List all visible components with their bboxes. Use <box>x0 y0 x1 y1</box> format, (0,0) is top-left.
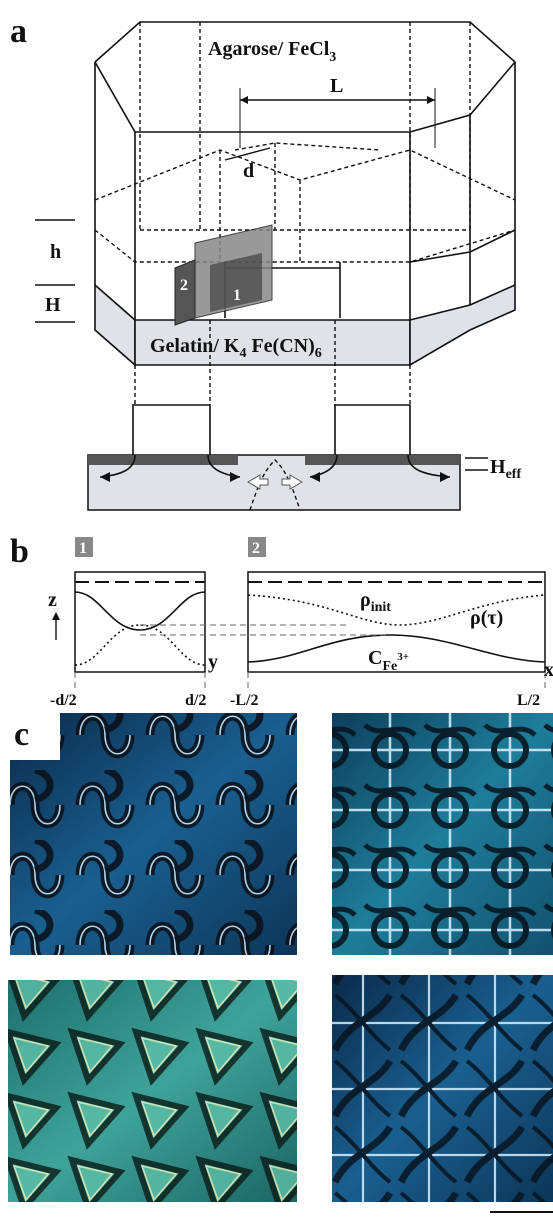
subscript: 6 <box>315 346 322 361</box>
medium-text: Gelatin/ K <box>150 335 240 357</box>
micrograph <box>10 713 297 955</box>
tick-label: -d/2 <box>50 692 77 709</box>
c: C <box>368 647 382 669</box>
heff-text: H <box>490 456 506 478</box>
subscript: 3 <box>329 50 336 65</box>
heff-ticks <box>465 458 488 470</box>
micrograph <box>332 713 553 955</box>
subscript: Fe <box>382 659 397 674</box>
dimension-L: L <box>330 75 343 97</box>
heff-label: Heff <box>490 456 521 482</box>
micrograph <box>8 980 297 1202</box>
subscript: eff <box>506 467 522 482</box>
medium-text: Agarose/ FeCl <box>208 38 330 60</box>
page: {"panel_a":{"label":"a","top_medium":{"t… <box>0 0 553 1217</box>
dimension-h: h <box>50 241 61 263</box>
prism-edges <box>95 22 515 320</box>
tick-label: -L/2 <box>230 692 258 709</box>
plane-label: 2 <box>180 277 188 294</box>
gelatin-side <box>95 285 135 365</box>
plane-label: 1 <box>233 287 241 304</box>
y-axis: y <box>208 651 218 673</box>
dimension-d: d <box>243 160 254 182</box>
channels <box>133 405 410 455</box>
density-curve <box>75 625 205 665</box>
top-medium: Agarose/ FeCl3 <box>208 38 336 65</box>
subscript: 4 <box>239 346 246 361</box>
medium-text: Fe(CN) <box>246 335 314 357</box>
dimension-H: H <box>45 294 61 316</box>
depleted-layer <box>305 455 460 465</box>
panel-label: b <box>10 533 29 570</box>
panel-label: a <box>10 13 27 50</box>
box-tag-label: 1 <box>79 540 87 557</box>
rho-tau: ρ(τ) <box>470 607 503 629</box>
guide-lines <box>140 625 390 635</box>
figure: a 2 1 Agarose/ FeCl3 L d h H Gelatin/ K4… <box>0 0 553 1217</box>
panel-label: c <box>14 716 29 753</box>
subscript: init <box>371 600 392 615</box>
tick-label: d/2 <box>185 692 206 709</box>
depleted-layer <box>88 455 238 465</box>
box-tag-label: 2 <box>252 540 260 557</box>
tick-label: L/2 <box>517 692 540 709</box>
guide-lines <box>75 672 545 690</box>
x-axis: x <box>544 659 553 681</box>
superscript: 3+ <box>397 651 409 663</box>
gelatin-side <box>410 285 515 365</box>
arrowhead <box>52 612 60 620</box>
rho: ρ <box>360 589 371 611</box>
c-fe: CFe3+ <box>368 647 409 674</box>
micrograph <box>332 975 553 1202</box>
z-axis: z <box>48 589 57 611</box>
rho-init: ρinit <box>360 589 391 615</box>
concentration-curve <box>75 592 205 630</box>
